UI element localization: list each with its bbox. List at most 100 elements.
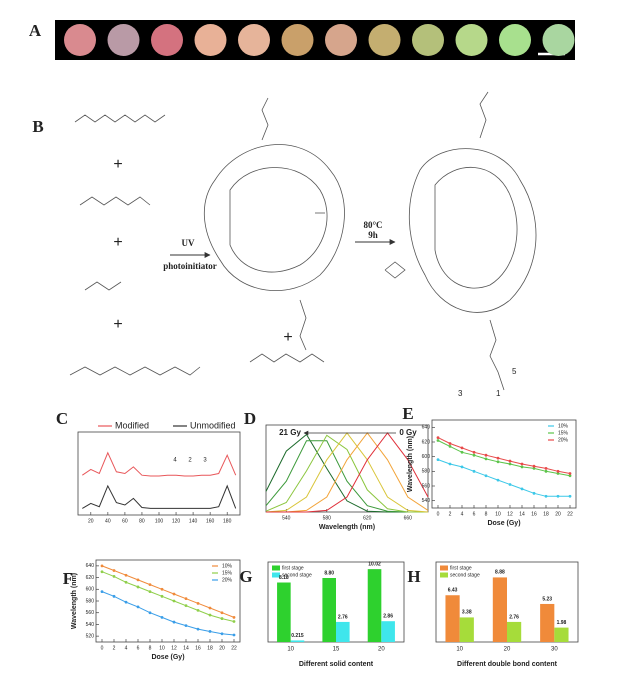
- y-axis-label: Wavelength (nm): [407, 436, 414, 492]
- point: [448, 442, 452, 445]
- x-axis-label: Different solid content: [299, 661, 374, 668]
- value-label: 1.98: [557, 620, 567, 626]
- y-tick-label: 600: [422, 454, 431, 460]
- value-label: 2.76: [509, 614, 519, 620]
- sample-disc: [325, 24, 357, 56]
- sample-disc: [368, 24, 401, 56]
- legend-label: 20%: [222, 577, 233, 583]
- value-label: 10.02: [368, 561, 381, 567]
- sample-disc: [107, 24, 140, 56]
- point: [496, 478, 500, 482]
- point: [220, 617, 224, 620]
- x-tick-label: 120: [172, 518, 181, 524]
- point: [112, 569, 116, 572]
- point: [508, 459, 512, 463]
- annotation: 4: [173, 458, 177, 464]
- x-axis-label: Dose (Gy): [487, 520, 520, 527]
- point: [172, 620, 176, 624]
- legend-swatch: [272, 565, 280, 571]
- sample-disc: [194, 24, 227, 56]
- point: [232, 616, 236, 619]
- y-tick-label: 540: [422, 498, 431, 504]
- x-tick-label: 60: [122, 518, 128, 524]
- x-tick-label: 20: [88, 518, 94, 524]
- y-tick-label: 540: [86, 622, 95, 628]
- point: [484, 457, 488, 461]
- point: [196, 601, 200, 605]
- point: [496, 460, 500, 464]
- sample-disc: [455, 24, 488, 56]
- point: [544, 494, 548, 498]
- annotation: 2: [188, 458, 192, 464]
- x-tick-label: 580: [323, 515, 332, 521]
- value-label: 8.18: [279, 575, 289, 581]
- point: [544, 467, 548, 470]
- point: [532, 464, 536, 468]
- photo-strip: [55, 20, 575, 60]
- x-tick-label: 30: [551, 647, 558, 653]
- x-tick-label: 12: [507, 511, 513, 517]
- legend-label: 10%: [222, 563, 233, 569]
- point: [148, 583, 152, 586]
- point: [472, 450, 476, 454]
- sample-disc: [64, 24, 96, 56]
- x-tick-label: 0: [437, 511, 440, 517]
- value-label: 6.43: [448, 588, 458, 594]
- x-tick-label: 20: [504, 647, 511, 653]
- x-tick-label: 20: [555, 511, 561, 517]
- point: [148, 590, 152, 594]
- legend-label: 10%: [558, 423, 569, 429]
- legend-label: 15%: [222, 570, 233, 576]
- point: [448, 445, 452, 448]
- bar: [336, 621, 350, 642]
- series-line: [437, 459, 570, 497]
- panel-label: E: [402, 404, 413, 423]
- point: [172, 592, 176, 596]
- point: [112, 594, 116, 598]
- x-tick-label: 540: [282, 515, 291, 521]
- atom-label: 1: [496, 389, 501, 398]
- point: [520, 487, 524, 491]
- point: [160, 587, 164, 591]
- series-line: [266, 432, 429, 513]
- point: [448, 462, 452, 466]
- series-line: [437, 440, 571, 477]
- y-tick-label: 580: [422, 469, 431, 475]
- legend-label: second stage: [450, 572, 480, 578]
- point: [520, 465, 524, 469]
- x-tick-label: 18: [543, 511, 549, 517]
- point: [136, 605, 140, 609]
- x-tick-label: 10: [495, 511, 501, 517]
- point: [496, 456, 500, 460]
- point: [208, 613, 212, 617]
- point: [124, 580, 128, 584]
- x-tick-label: 100: [155, 518, 164, 524]
- x-tick-label: 10: [287, 647, 294, 653]
- point: [532, 467, 536, 470]
- bar: [290, 640, 305, 642]
- bar: [322, 578, 336, 642]
- bar: [554, 627, 569, 642]
- series-line: [82, 484, 237, 509]
- legend-label: first stage: [450, 565, 472, 571]
- y-tick-label: 620: [422, 439, 431, 445]
- plus: +: [113, 156, 122, 173]
- bar: [277, 582, 291, 642]
- plus: +: [113, 234, 122, 251]
- point: [568, 494, 572, 498]
- x-tick-label: 18: [207, 645, 213, 651]
- point: [184, 597, 188, 601]
- x-tick-label: 14: [519, 511, 525, 517]
- point: [100, 570, 104, 574]
- panel-label: D: [244, 409, 256, 428]
- condition: 80°C: [363, 220, 382, 230]
- point: [472, 469, 476, 473]
- plot-frame: [77, 431, 241, 516]
- point: [532, 491, 536, 495]
- bar: [445, 595, 460, 642]
- sample-disc: [151, 24, 183, 56]
- bar: [367, 569, 382, 642]
- annotation: 0 Gy: [399, 428, 417, 437]
- point: [148, 611, 152, 615]
- series-line: [101, 591, 235, 636]
